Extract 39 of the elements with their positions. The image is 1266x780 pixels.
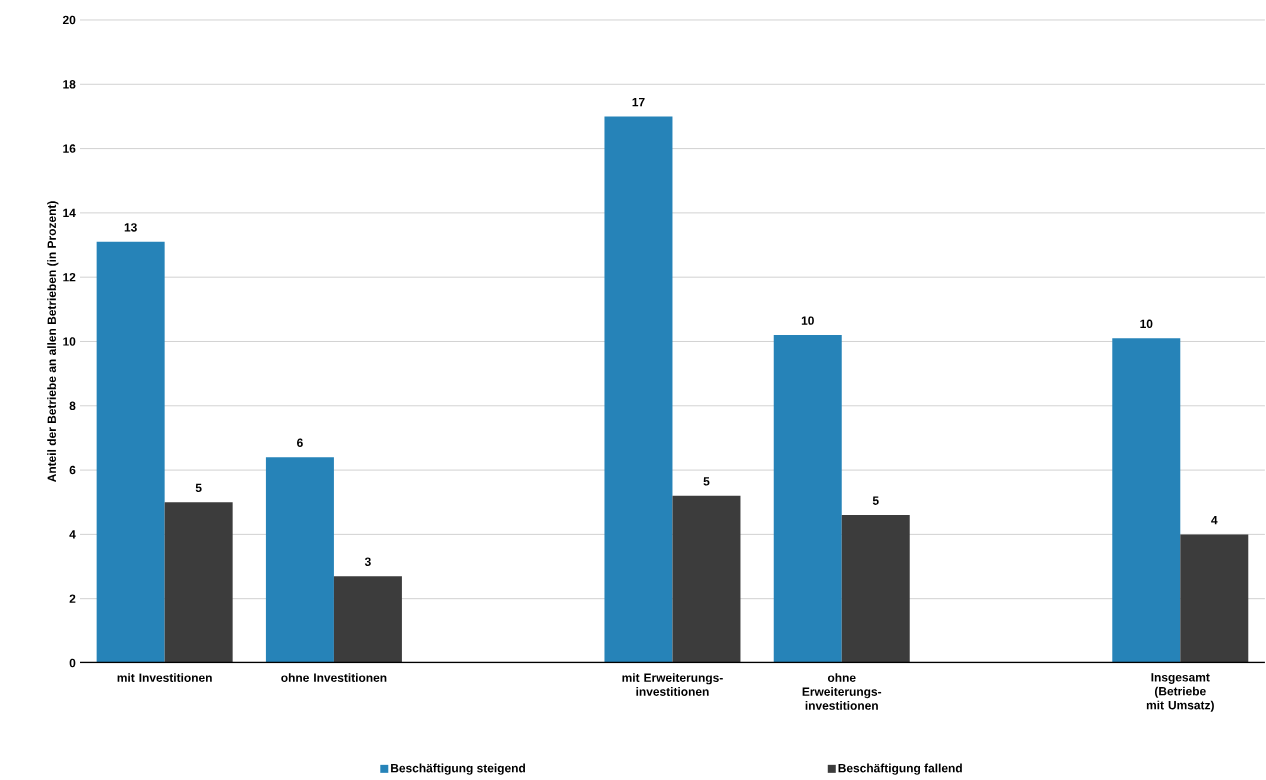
x-tick-label: ohne Erweiterungs-investitionen (802, 673, 882, 710)
y-tick-label: 2 (69, 594, 76, 603)
y-tick-label: 4 (69, 530, 76, 539)
y-tick-label: 16 (63, 144, 76, 153)
bar (604, 116, 673, 663)
data-label: 5 (195, 483, 202, 493)
data-label: 13 (124, 223, 137, 232)
legend-label: Beschäftigung steigend (391, 763, 525, 775)
bar (1112, 338, 1181, 663)
y-axis-title: Anteil der Betriebe an allen Betrieben (in Prozent) (47, 201, 59, 483)
data-label: 5 (872, 496, 879, 505)
bar (773, 335, 842, 663)
data-label: 6 (297, 438, 303, 448)
x-tick-label: Insgesamt (Betriebe mit Umsatz) (1146, 673, 1214, 712)
legend-label: Beschäftigung fallend (838, 763, 962, 775)
bar (672, 495, 741, 663)
y-tick-label: 18 (63, 80, 76, 89)
data-label: 5 (703, 477, 710, 486)
bar (333, 576, 402, 663)
bar (841, 515, 910, 663)
x-tick-label: ohne Investitionen (281, 673, 387, 682)
y-tick-label: 0 (69, 658, 76, 668)
y-tick-label: 8 (69, 401, 76, 411)
y-tick-label: 12 (63, 273, 76, 282)
data-label: 10 (801, 316, 814, 325)
bar (1180, 534, 1249, 663)
bar (265, 457, 334, 663)
y-tick-label: 6 (69, 465, 76, 475)
y-tick-label: 20 (62, 15, 76, 25)
y-tick-label: 10 (63, 337, 76, 346)
data-label: 3 (364, 557, 371, 566)
data-label: 4 (1211, 515, 1218, 525)
x-tick-label: mit Erweiterungs-investitionen (622, 673, 723, 696)
x-tick-label: mit Investitionen (117, 673, 212, 682)
bar (164, 502, 233, 663)
data-label: 17 (632, 98, 645, 107)
bar (96, 241, 165, 663)
data-label: 10 (1140, 319, 1153, 329)
y-tick-label: 14 (63, 208, 76, 217)
